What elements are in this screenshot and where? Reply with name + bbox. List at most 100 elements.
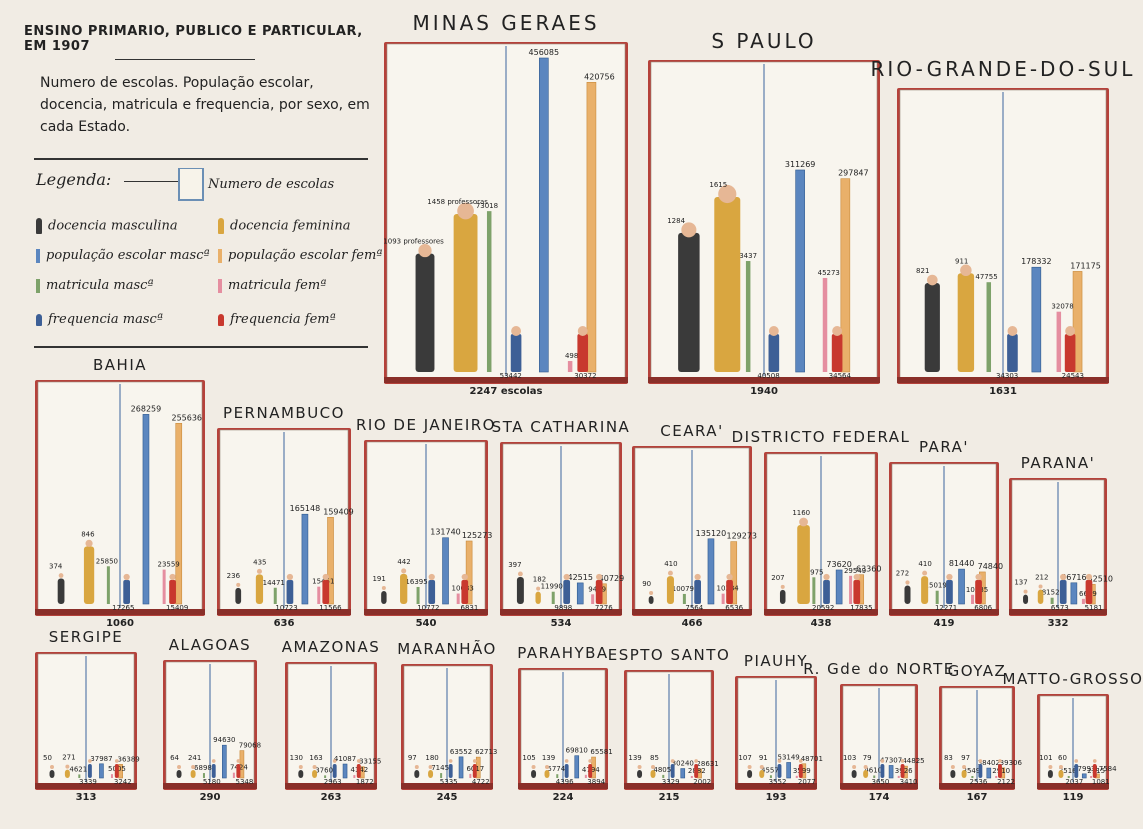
value-doc-masc: 50: [43, 754, 52, 762]
male-teacher-figure: [747, 770, 753, 778]
female-teacher-figure: [544, 770, 550, 778]
female-teacher-head: [922, 570, 928, 576]
value-matr-masc: 53437: [735, 252, 757, 260]
value-freq-masc: 5335: [440, 778, 458, 786]
state-name: RIO DE JANEIRO: [356, 416, 496, 434]
bar-pop-fem: [586, 82, 597, 373]
value-pop-fem: 33155: [359, 758, 381, 766]
girl-figure: [588, 764, 593, 778]
male-teacher-figure: [1047, 770, 1053, 778]
value-matr-masc: 5774: [547, 765, 565, 773]
girl-figure: [236, 764, 241, 778]
value-pop-masc: 30240: [672, 760, 694, 768]
legend-label: matricula mascª: [46, 278, 154, 293]
value-pop-fem: 129273: [726, 532, 757, 541]
bar-pop-masc: [99, 763, 104, 779]
boy-figure: [823, 580, 830, 604]
bar-pop-masc: [222, 744, 227, 779]
male-teacher-figure: [637, 770, 643, 778]
female-teacher-figure: [666, 576, 674, 604]
male-teacher-figure: [648, 596, 654, 604]
bar-matr-fem: [795, 775, 798, 778]
female-teacher-head: [960, 264, 972, 277]
value-matr-masc: 3760: [315, 766, 333, 774]
girl-head: [975, 573, 982, 581]
value-matr-masc: 27975: [801, 568, 823, 576]
value-doc-fem: 911: [955, 257, 968, 265]
value-doc-fem: 1458 professoras: [427, 198, 488, 206]
female-teacher-figure: [190, 770, 196, 778]
boy-head: [694, 573, 701, 581]
legend-label: docencia masculina: [48, 218, 178, 234]
value-doc-masc: 821: [916, 267, 929, 275]
value-matr-fem: 23559: [157, 561, 179, 569]
male-teacher-head: [637, 765, 642, 769]
state-name: AMAZONAS: [282, 638, 381, 656]
schools-count: 636: [274, 618, 295, 629]
book-bottom-edge: [939, 783, 1015, 789]
boy-figure: [211, 764, 216, 778]
bar-pop-masc: [680, 768, 686, 779]
girl-figure: [1085, 580, 1093, 604]
boy-head: [88, 759, 92, 763]
state-panel: MATTO-GROSSO1191799317584351621152037108…: [1003, 670, 1143, 803]
legend: Legenda: Numero de escolas docencia masc…: [34, 158, 382, 348]
bar-matr-fem: [897, 775, 900, 778]
value-freq-masc: 3552: [769, 778, 787, 786]
value-freq-masc: 40508: [757, 372, 779, 380]
value-freq-fem: 34564: [829, 372, 852, 380]
boy-figure: [1007, 334, 1018, 372]
bar-pop-masc: [539, 57, 549, 373]
legend-label: população escolar femª: [228, 248, 383, 263]
value-pop-masc: 38402: [978, 759, 1000, 767]
bar-pop-fem: [465, 540, 473, 605]
schools-count: 1060: [106, 618, 134, 629]
bar-pop-masc: [1031, 266, 1042, 373]
bar-pop-masc: [958, 568, 965, 605]
male-teacher-figure: [851, 770, 857, 778]
bar-pop-masc: [888, 765, 894, 779]
male-teacher-head: [414, 765, 419, 769]
male-teacher-head: [298, 765, 303, 769]
value-freq-fem: 7276: [595, 604, 613, 612]
bar-matr-fem: [849, 575, 853, 604]
bar-matr-masc: [551, 591, 555, 604]
state-name: PARANA': [1021, 454, 1096, 472]
value-freq-masc: 4396: [556, 778, 574, 786]
value-pop-fem: 63360: [856, 565, 881, 574]
bar-matr-masc: [78, 774, 81, 778]
value-freq-fem: 15409: [166, 604, 188, 612]
bar-pop-masc: [576, 582, 584, 605]
legend-label: Numero de escolas: [208, 177, 335, 192]
state-name: PARAHYBA: [517, 644, 608, 662]
value-pop-fem: 39306: [1000, 759, 1023, 767]
female-teacher-figure: [759, 770, 765, 778]
legend-item-escolas: Numero de escolas: [178, 168, 334, 201]
male-teacher-head: [950, 765, 955, 769]
value-pop-fem: 40729: [599, 574, 624, 583]
girl-head: [356, 759, 361, 763]
value-freq-masc: 20592: [812, 604, 834, 612]
bar-matr-masc: [745, 261, 751, 372]
boy-figure: [448, 764, 453, 778]
value-matr-masc: 4610: [864, 766, 882, 774]
book-bottom-edge: [285, 783, 377, 789]
girl-head: [169, 573, 176, 581]
female-teacher-figure: [961, 770, 967, 778]
value-doc-fem: 241: [188, 754, 201, 762]
bar-matr-masc: [682, 593, 686, 604]
state-panel: AMAZONAS26341087331553760414229631872130…: [282, 638, 382, 803]
value-freq-fem: 1872: [356, 778, 374, 786]
value-doc-masc: 130: [290, 754, 303, 762]
value-freq-masc: 3329: [662, 778, 680, 786]
state-name: ALAGOAS: [169, 636, 251, 654]
bar-matr-fem: [584, 774, 587, 778]
female-teacher-figure: [1058, 770, 1064, 778]
bar-matr-masc: [812, 577, 816, 604]
bar-pop-fem: [730, 541, 738, 605]
schools-count: 438: [811, 618, 832, 629]
boy-head: [564, 759, 569, 763]
book-bottom-edge: [518, 783, 608, 789]
value-doc-fem: 1615: [709, 181, 727, 189]
female-teacher-figure: [64, 769, 70, 778]
